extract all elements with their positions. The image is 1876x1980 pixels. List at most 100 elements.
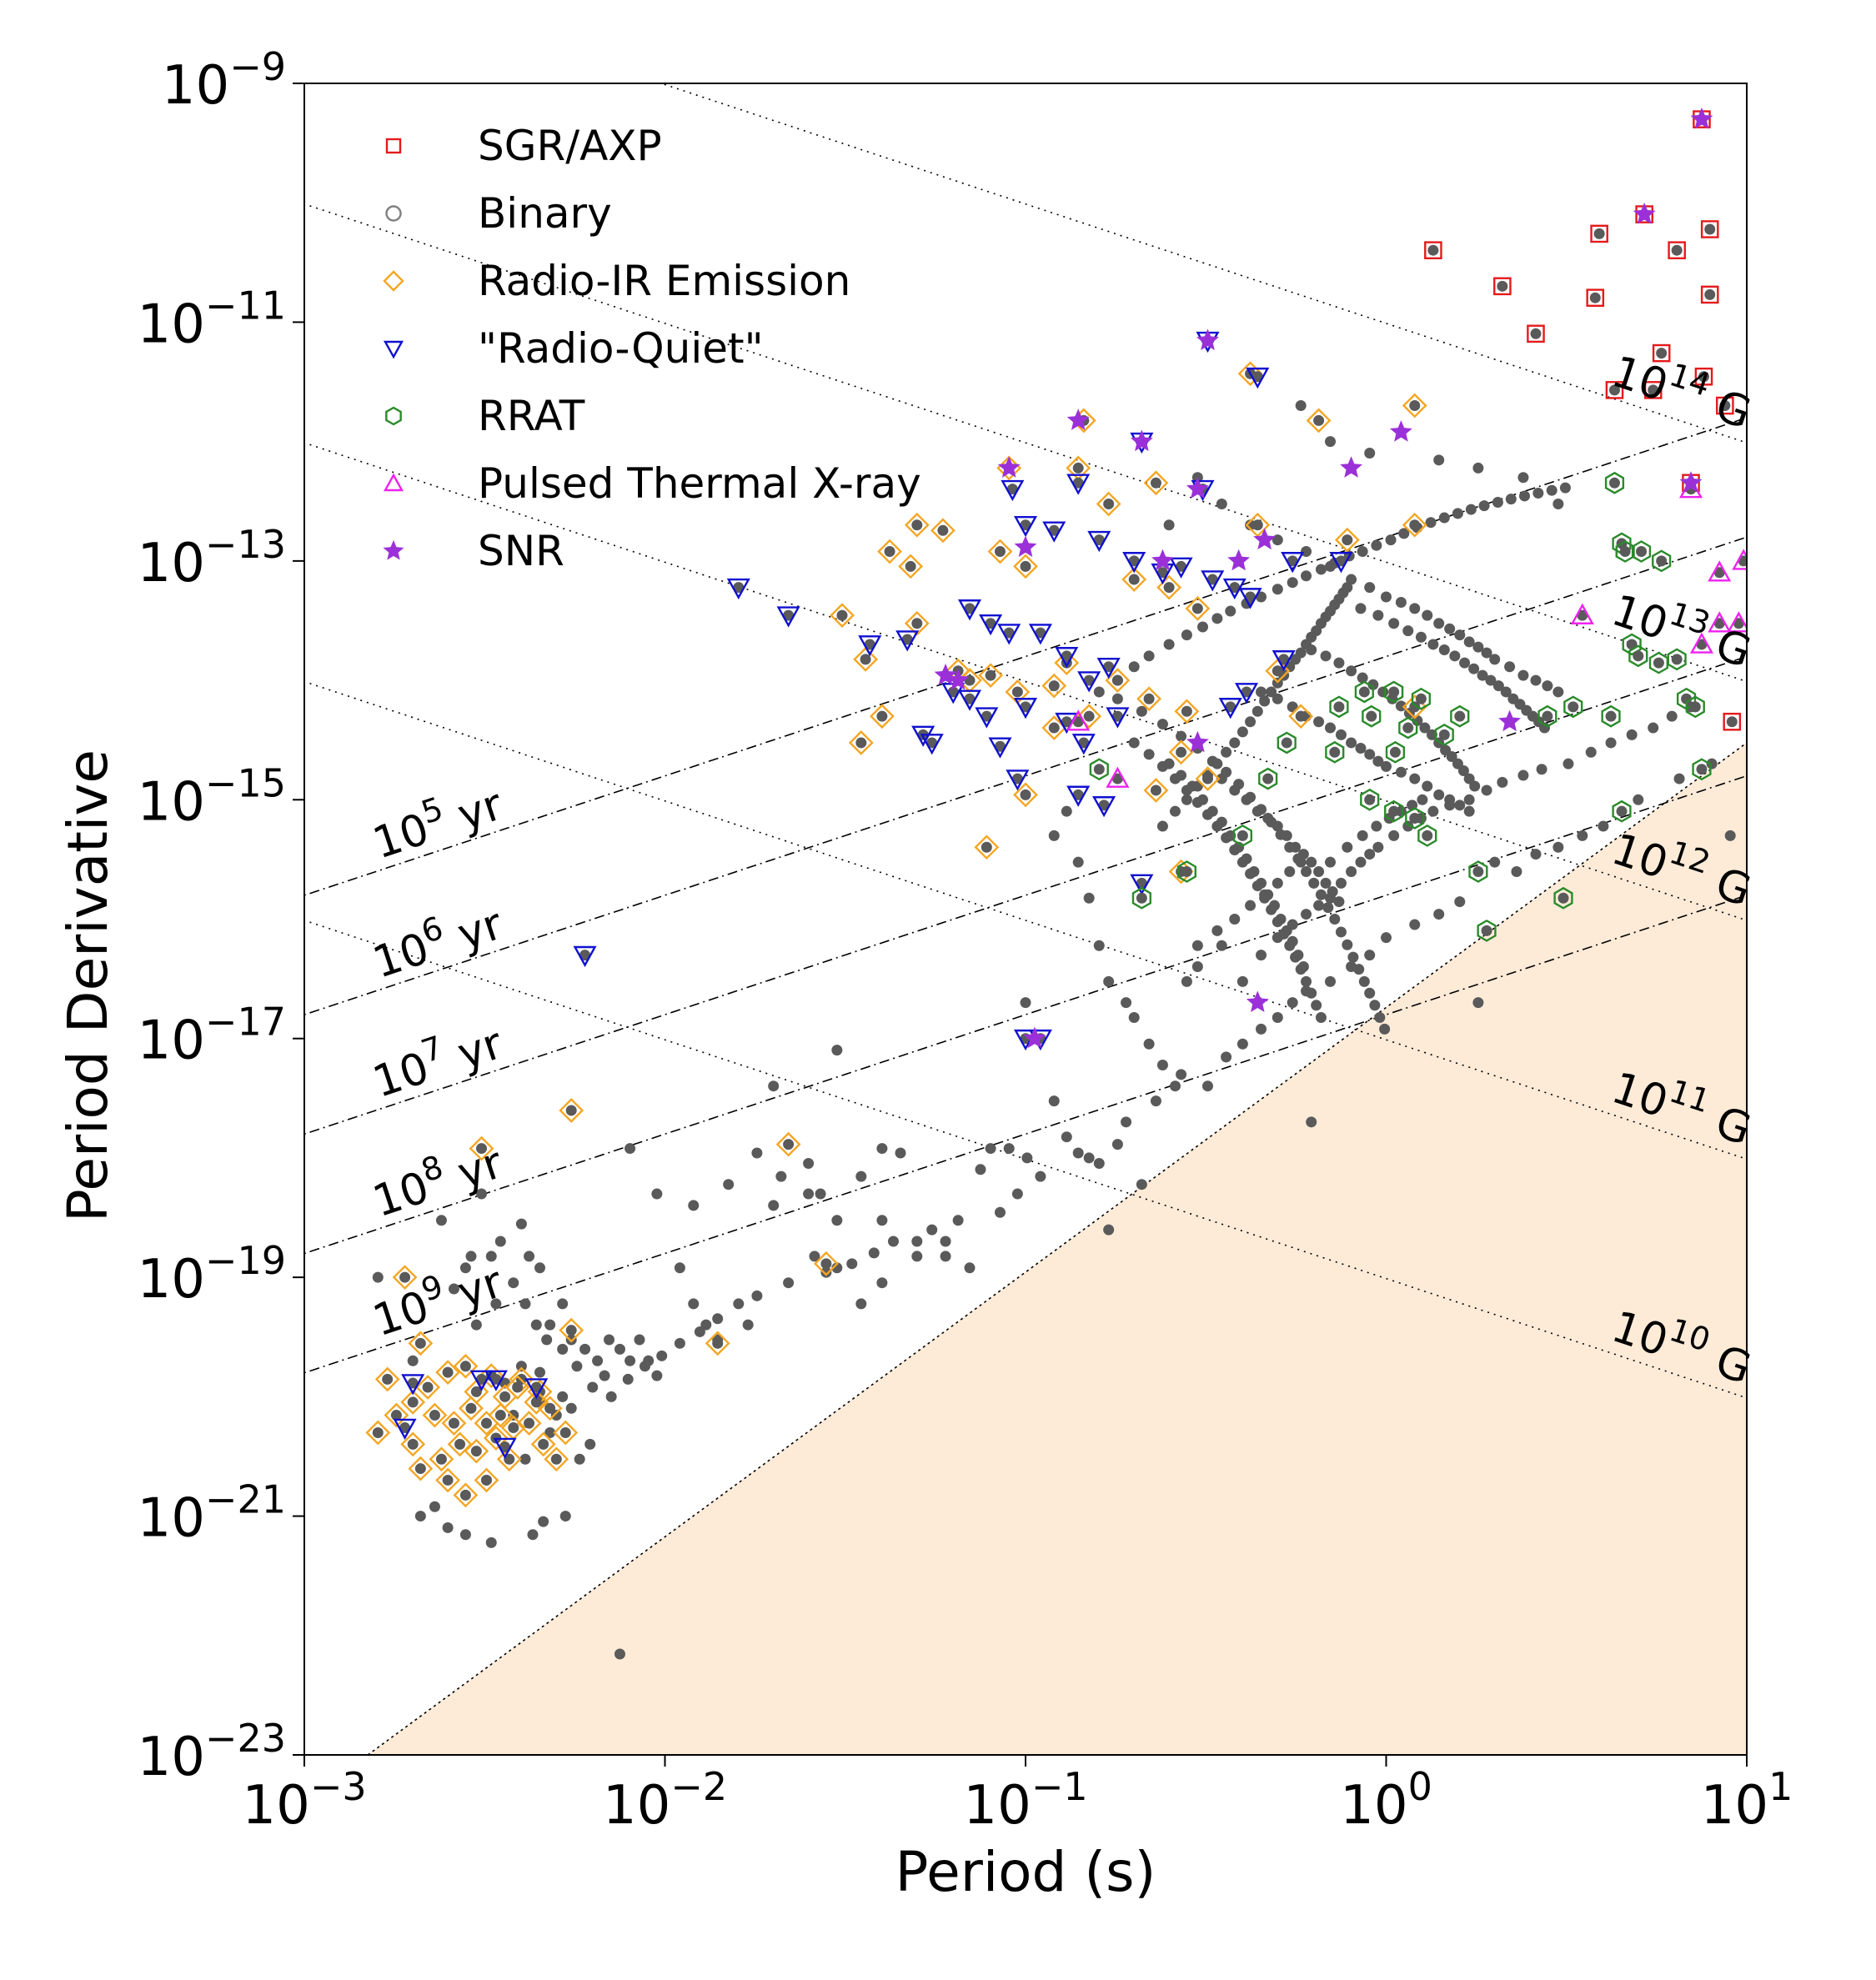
series-marker <box>1013 782 1038 808</box>
pulsar-point <box>1492 680 1504 692</box>
pulsar-point <box>1181 784 1192 796</box>
pulsar-point <box>1329 746 1341 758</box>
series-marker <box>1246 990 1269 1013</box>
pulsar-point <box>1481 784 1492 796</box>
pulsar-point <box>1433 789 1445 800</box>
pulsar-point <box>651 1188 663 1200</box>
pulsar-point <box>700 1319 712 1331</box>
pulsar-point <box>1633 650 1644 662</box>
pulsar-point <box>1128 1011 1140 1023</box>
series-marker <box>1196 328 1219 351</box>
pulsar-point <box>1671 654 1683 665</box>
pulsar-point <box>911 1251 923 1262</box>
pulsar-point <box>1671 244 1683 256</box>
pulsar-point <box>994 740 1006 752</box>
pulsar-point <box>519 1298 531 1310</box>
pulsar-point <box>1478 500 1490 512</box>
pulsar-point <box>1197 621 1209 633</box>
pulsar-point <box>1557 892 1569 904</box>
pulsar-point <box>1346 574 1357 585</box>
pulsar-point <box>1072 856 1084 868</box>
pulsar-point <box>1313 866 1325 878</box>
pulsar-point <box>1481 925 1492 936</box>
data-points <box>365 107 1747 1660</box>
pulsar-point <box>1517 472 1529 484</box>
pulsar-point <box>557 1343 569 1355</box>
x-tick-label: 101 <box>1701 1764 1793 1837</box>
pulsar-point <box>1704 223 1716 235</box>
pulsar-point <box>1245 868 1257 880</box>
pulsar-point <box>1236 830 1248 841</box>
pulsar-point <box>1287 997 1298 1009</box>
pulsar-point <box>1542 710 1553 722</box>
pulsar-point <box>565 1325 577 1336</box>
pulsar-point <box>624 1143 636 1155</box>
series-marker <box>1667 648 1687 671</box>
series-marker <box>374 1366 400 1392</box>
pulsar-point <box>1021 1152 1033 1164</box>
pulsar-point <box>855 1170 867 1182</box>
pulsar-point <box>1463 773 1475 784</box>
pulsar-point <box>1454 629 1466 641</box>
pulsar-point <box>1364 448 1376 459</box>
series-marker <box>1237 361 1263 387</box>
pulsar-point <box>1322 902 1334 914</box>
pulsar-point <box>1143 749 1155 760</box>
series-marker <box>401 1374 425 1396</box>
pulsar-point <box>1698 371 1709 383</box>
pulsar-point <box>1252 880 1263 892</box>
series-marker <box>1643 381 1663 399</box>
pulsar-point <box>1020 997 1031 1009</box>
series-marker <box>1537 704 1557 728</box>
pulsar-point <box>459 1489 471 1501</box>
pulsar-point <box>1559 482 1571 494</box>
pulsar-point <box>1648 384 1659 396</box>
pulsar-point <box>454 1438 466 1450</box>
pulsar-point <box>1181 705 1192 717</box>
series-marker <box>1151 549 1174 571</box>
pulsar-point <box>1648 722 1659 734</box>
x-tick-label: 10−1 <box>963 1764 1087 1837</box>
pulsar-point <box>1689 701 1701 713</box>
pulsar-point <box>1433 909 1445 920</box>
legend-marker <box>383 539 404 560</box>
pulsar-point <box>490 1298 502 1310</box>
series-marker <box>1329 552 1353 574</box>
series-marker <box>1590 224 1608 243</box>
pulsar-point <box>1295 647 1307 659</box>
pulsar-point <box>1163 519 1175 531</box>
pulsar-point <box>534 1262 546 1274</box>
series-marker <box>1689 632 1714 654</box>
pulsar-point <box>1463 805 1475 817</box>
series-marker <box>1402 512 1427 538</box>
pulsar-point <box>1061 716 1072 728</box>
pulsar-point <box>1143 693 1155 704</box>
series-marker <box>469 1370 494 1391</box>
pulsar-point <box>399 1271 411 1283</box>
pulsar-point <box>1093 764 1105 775</box>
series-marker <box>1700 220 1719 238</box>
pulsar-point <box>1176 1069 1187 1080</box>
series-marker <box>1106 707 1130 729</box>
series-marker <box>1553 886 1573 910</box>
series-marker <box>1402 393 1427 419</box>
pulsar-point <box>1616 805 1628 817</box>
series-marker <box>1700 285 1719 304</box>
pulsar-point <box>1128 574 1140 585</box>
pulsar-point <box>733 1298 745 1310</box>
pulsar-point <box>1191 603 1203 614</box>
pulsar-point <box>538 1438 549 1450</box>
pulsar-point <box>985 618 996 629</box>
series-marker <box>895 630 920 652</box>
pulsar-point <box>1011 773 1023 784</box>
pulsar-point <box>1061 650 1072 662</box>
pulsar-point <box>1346 665 1357 677</box>
pulsar-point <box>422 1381 434 1393</box>
pulsar-point <box>1315 889 1327 900</box>
pulsar-point <box>1236 975 1248 987</box>
pulsar-point <box>1419 722 1431 734</box>
series-marker <box>415 1375 440 1400</box>
pulsar-point <box>1325 560 1337 572</box>
pulsar-point <box>1446 750 1457 762</box>
pulsar-point <box>1128 555 1140 567</box>
